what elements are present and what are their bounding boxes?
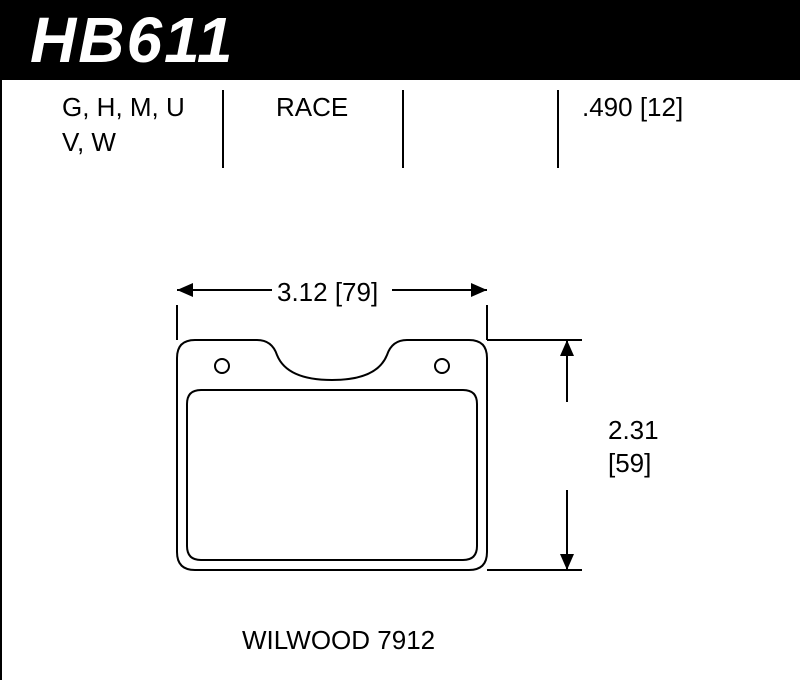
width-dimension-label: 3.12 [79]	[277, 277, 378, 308]
part-number: HB611	[30, 4, 234, 76]
compounds-col: G, H, M, U V, W	[62, 90, 185, 160]
body-area: G, H, M, U V, W RACE .490 [12] 3.12 [79]	[0, 80, 800, 680]
info-row: G, H, M, U V, W RACE .490 [12]	[2, 90, 800, 180]
height-dimension-label-1: 2.31	[608, 415, 659, 446]
pad-caption: WILWOOD 7912	[242, 625, 435, 656]
divider-3	[557, 90, 559, 168]
height-dimension-arrow	[487, 340, 617, 570]
category-col: RACE	[276, 90, 348, 125]
height-dimension-label-2: [59]	[608, 448, 651, 479]
thickness-col: .490 [12]	[582, 90, 683, 125]
brake-pad-shape	[177, 340, 487, 570]
header-bar: HB611	[0, 0, 800, 80]
compounds-line2: V, W	[62, 125, 185, 160]
divider-2	[402, 90, 404, 168]
spec-sheet: HB611 G, H, M, U V, W RACE .490 [12]	[0, 0, 800, 691]
compounds-line1: G, H, M, U	[62, 90, 185, 125]
divider-1	[222, 90, 224, 168]
